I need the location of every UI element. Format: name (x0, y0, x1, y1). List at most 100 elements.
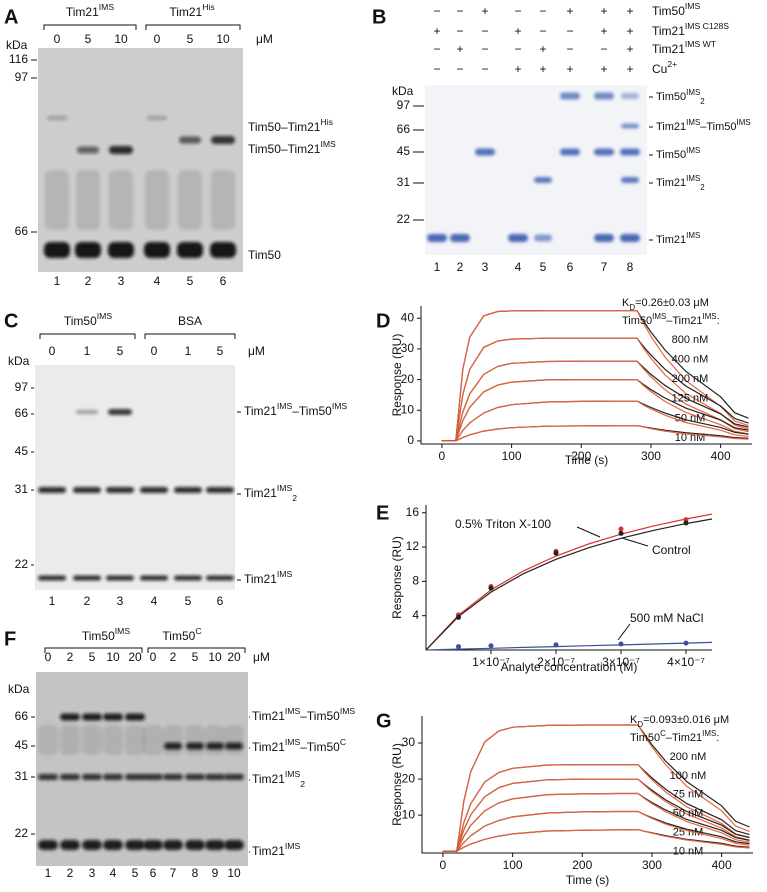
group-bracket (144, 333, 236, 339)
sign: − (514, 42, 521, 56)
sensorgram (442, 810, 750, 852)
lane-number: 8 (192, 866, 199, 880)
gel-band (621, 123, 639, 129)
gel-band (475, 148, 495, 156)
gel-band (143, 725, 163, 755)
gel-band (103, 725, 123, 755)
x-tick-label: 4×10⁻⁷ (667, 655, 705, 669)
gel-band (73, 575, 101, 581)
row-label-part: Tim21 (652, 24, 685, 38)
analyte-label-part: Tim50 (622, 315, 652, 327)
dose: 0 (154, 32, 161, 46)
gel-band (534, 234, 552, 242)
sign: − (481, 42, 488, 56)
analyte-label-part: IMS (652, 312, 666, 321)
unit: μM (248, 344, 265, 358)
lane-number: 1 (45, 866, 52, 880)
sign: − (566, 42, 573, 56)
band-label-part: IMS (285, 769, 301, 779)
series-leader (617, 623, 631, 641)
marker-label: 45 (397, 144, 411, 158)
gel-band (60, 774, 80, 780)
gel-band (534, 177, 552, 183)
band-label: Tim50–Tim21His (248, 117, 333, 134)
gel-band (60, 840, 80, 850)
gel-band (140, 575, 168, 581)
series-label: Control (652, 543, 691, 557)
concentration-label: 800 nM (672, 334, 709, 346)
marker-label: 45 (15, 444, 29, 458)
analyte-label-part: : (716, 732, 719, 744)
gel-band (620, 234, 640, 242)
unit: μM (253, 650, 270, 664)
row-label-part: IMS C128S (685, 21, 729, 31)
band-label-part: Tim21 (244, 572, 277, 586)
x-axis-label: Time (s) (566, 873, 610, 887)
gel-band (205, 725, 225, 755)
gel-band (143, 840, 163, 850)
x-tick-label: 400 (712, 858, 732, 872)
lane-number: 4 (515, 260, 522, 274)
concentration-label: 50 nM (675, 412, 706, 424)
gel-band (77, 146, 99, 154)
band-label-part: 2 (700, 183, 704, 192)
gel-band (594, 234, 614, 242)
kd-label-part: D (629, 303, 635, 312)
band-label-part: IMS (686, 174, 700, 183)
band-label-part: Tim21 (244, 486, 277, 500)
panel-letter: C (4, 310, 18, 332)
band-label-part: Tim21 (252, 772, 285, 786)
dose: 0 (45, 650, 52, 664)
panel-letter: A (4, 6, 18, 28)
gel-band (109, 146, 133, 154)
gel-band (145, 170, 169, 230)
band-label-part: Tim50 (656, 149, 686, 161)
band-label-part: IMS (277, 569, 293, 579)
sign: + (433, 24, 440, 38)
band-label-part: Tim21 (656, 177, 686, 189)
gel-band (185, 774, 205, 780)
group-label: BSA (178, 314, 202, 328)
data-point (683, 520, 689, 526)
y-tick-label: 12 (406, 539, 420, 553)
band-label-part: His (320, 117, 332, 127)
band-label-part: IMS (686, 146, 700, 155)
gel-band (178, 170, 202, 230)
marker-label: 31 (397, 175, 411, 189)
band-label: Tim21IMS–Tim50IMS (656, 118, 751, 133)
x-tick-label: 300 (641, 449, 661, 463)
y-tick-label: 30 (401, 341, 415, 355)
lane-number: 5 (540, 260, 547, 274)
band-label-part: Tim50 (248, 248, 281, 262)
gel-band (174, 575, 202, 581)
sensorgram (441, 337, 749, 442)
band-label-part: 2 (700, 97, 704, 106)
lane-number: 2 (457, 260, 464, 274)
x-axis-label: Time (s) (565, 453, 609, 467)
band-label: Tim50 (248, 248, 281, 262)
concentration-label: 75 nM (673, 789, 704, 801)
kd-label-part: K (630, 714, 638, 726)
gel (38, 48, 243, 272)
gel-band (44, 242, 70, 258)
sensorgram (442, 724, 750, 852)
sign: + (514, 62, 521, 76)
data-point (456, 614, 461, 620)
gel-band (594, 92, 614, 100)
dose: 0 (54, 32, 61, 46)
band-label: Tim21IMS–Tim50IMS (252, 706, 355, 723)
gel-band (621, 177, 639, 183)
dose: 10 (114, 32, 128, 46)
group-label-part: IMS (115, 626, 131, 636)
y-tick-label: 16 (406, 505, 420, 519)
analyte-label-part: –Tim21 (666, 732, 702, 744)
group-bracket (145, 24, 241, 30)
sign: + (456, 42, 463, 56)
gel-band (620, 148, 640, 156)
sign: − (481, 62, 488, 76)
band-label: Tim21IMS2 (252, 769, 305, 789)
sensorgram (441, 400, 749, 442)
gel-band (205, 774, 225, 780)
gel-band (109, 170, 133, 230)
y-tick-label: 10 (401, 402, 415, 416)
